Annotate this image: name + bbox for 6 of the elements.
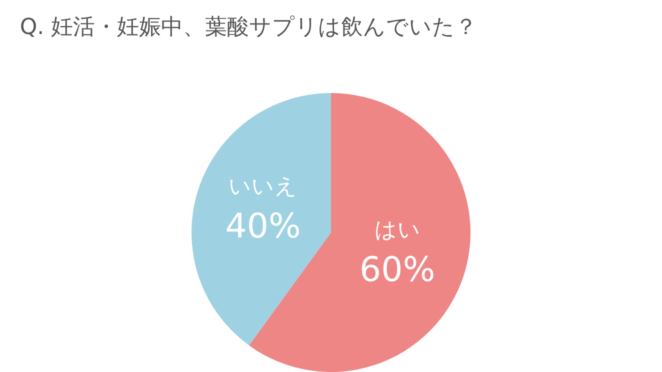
pie-slice [192, 93, 331, 346]
slice-label: はい [374, 218, 420, 243]
slice-label: いいえ [228, 174, 298, 200]
chart-title: Q. 妊活・妊娠中、葉酸サプリは飲んでいた？ [20, 15, 478, 40]
data-label: 60% [360, 250, 436, 290]
data-label: 40% [225, 206, 301, 247]
